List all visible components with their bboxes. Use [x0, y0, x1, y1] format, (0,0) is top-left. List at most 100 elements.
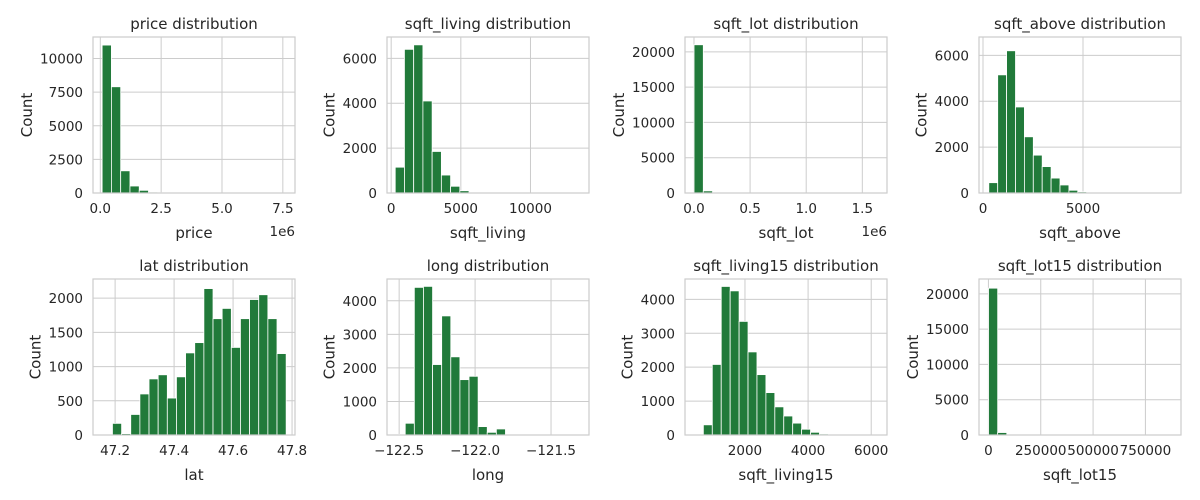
y-tick-label: 0: [666, 186, 675, 202]
y-tick-label: 6000: [343, 51, 377, 67]
chart-panel: 0.0 0.5 1.0 1.5 0 5000 10000 15000 20000 sqft_lot…: [610, 15, 888, 243]
x-tick-label: 47.2: [100, 443, 130, 459]
y-tick-label: 0: [74, 428, 83, 444]
x-tick-label: 0: [387, 201, 396, 217]
x-tick-label: 4000: [791, 443, 825, 459]
chart-title: sqft_above distribution: [994, 15, 1166, 34]
y-tick-label: 5000: [641, 151, 675, 167]
y-tick-label: 5000: [935, 393, 969, 409]
histogram-bar: [1032, 154, 1043, 194]
x-tick-label: 5000: [444, 201, 478, 217]
y-tick-label: 20000: [926, 287, 969, 303]
y-tick-label: 1000: [49, 360, 83, 376]
histogram-bar: [404, 48, 415, 194]
chart-title: long distribution: [427, 257, 550, 275]
histogram-bar: [774, 406, 785, 436]
x-axis-label: sqft_lot15: [1043, 466, 1117, 485]
histogram-bar: [394, 166, 405, 194]
y-tick-label: 1000: [343, 394, 377, 410]
y-tick-label: 20000: [632, 45, 675, 61]
histogram-bar: [720, 286, 731, 436]
histogram-bar: [783, 415, 794, 436]
y-axis-label: Count: [904, 335, 922, 380]
histogram-bar: [495, 428, 506, 436]
y-tick-label: 1000: [641, 394, 675, 410]
histogram-bar: [468, 375, 479, 436]
histogram-bar: [459, 379, 470, 436]
histogram-bar: [450, 356, 461, 436]
histogram-bar: [756, 374, 767, 436]
y-tick-label: 4000: [641, 292, 675, 308]
x-tick-label: −122.0: [450, 443, 500, 459]
y-axis-label: Count: [321, 93, 339, 138]
y-tick-label: 2500: [49, 152, 83, 168]
y-tick-label: 10000: [40, 52, 83, 68]
chart-title: sqft_lot distribution: [713, 15, 858, 34]
x-tick-label: 47.8: [277, 443, 307, 459]
x-tick-label: 2.5: [150, 201, 171, 217]
x-tick-label: 5.0: [211, 201, 232, 217]
x-tick-label: 47.6: [218, 443, 248, 459]
y-tick-label: 2000: [343, 141, 377, 157]
y-tick-label: 15000: [632, 80, 675, 96]
chart-panel: −122.5 −122.0 −121.5 0 1000 2000 3000 4000 long …: [321, 257, 590, 484]
y-tick-label: 2000: [935, 140, 969, 156]
histogram-bar: [431, 151, 442, 194]
y-tick-label: 0: [74, 186, 83, 202]
chart-title: sqft_lot15 distribution: [998, 257, 1162, 276]
x-axis-label: long: [472, 466, 504, 484]
y-tick-label: 7500: [49, 85, 83, 101]
histogram-bar: [432, 364, 443, 436]
x-tick-label: 7.5: [272, 201, 293, 217]
x-tick-label: −121.5: [526, 443, 576, 459]
y-tick-label: 4000: [343, 294, 377, 310]
histogram-bar: [711, 364, 722, 436]
histogram-bar: [413, 44, 424, 194]
x-offset-label: 1e6: [862, 224, 887, 240]
y-axis-label: Count: [610, 93, 628, 138]
y-tick-label: 10000: [632, 115, 675, 131]
axes-frame: [386, 36, 590, 194]
axes-frame: [978, 278, 1182, 436]
histogram-bar: [792, 422, 803, 436]
x-tick-label: 47.4: [159, 443, 189, 459]
histogram-bar: [423, 285, 433, 436]
histogram-bar: [702, 424, 713, 436]
x-tick-label: 5000: [1066, 201, 1100, 217]
axes-frame: [386, 278, 590, 436]
chart-panel: 0.0 2.5 5.0 7.5 0 2500 5000 7500 10000 price dist…: [18, 15, 296, 242]
axes-frame: [684, 36, 888, 194]
chart-title: sqft_living distribution: [405, 15, 571, 34]
x-axis-label: sqft_living15: [738, 466, 833, 485]
y-tick-label: 0: [368, 428, 377, 444]
histogram-bar: [120, 170, 131, 194]
axes-frame: [92, 278, 296, 436]
histogram-bar: [101, 44, 112, 194]
y-tick-label: 5000: [49, 119, 83, 135]
chart-title: price distribution: [130, 15, 258, 33]
histogram-bar: [111, 86, 122, 194]
x-axis-label: sqft_lot: [759, 224, 814, 243]
histogram-bar: [212, 318, 223, 436]
y-axis-label: Count: [913, 93, 931, 138]
y-tick-label: 0: [666, 428, 675, 444]
histogram-bar: [404, 422, 415, 436]
chart-panel: 0 5000 0 2000 4000 6000 sqft_above distributio…: [913, 15, 1182, 243]
y-tick-label: 3000: [641, 326, 675, 342]
histogram-bar: [129, 185, 140, 194]
x-tick-label: 1.0: [795, 201, 816, 217]
histogram-bar: [738, 320, 749, 436]
y-tick-label: 4000: [935, 94, 969, 110]
histogram-bar: [230, 347, 241, 436]
chart-panel: 47.2 47.4 47.6 47.8 0 500 1000 1500 2000 lat dist…: [27, 257, 307, 484]
histogram-bar: [185, 352, 196, 436]
x-tick-label: 0: [984, 443, 993, 459]
x-tick-label: −122.5: [374, 443, 424, 459]
x-axis-label: price: [175, 224, 212, 242]
chart-panel: 2000 4000 6000 0 1000 2000 3000 4000 sqft_living…: [619, 257, 889, 485]
histogram-bar: [413, 286, 424, 436]
histogram-bar: [203, 288, 214, 436]
x-tick-label: 0.0: [683, 201, 704, 217]
histogram-bar: [422, 100, 433, 194]
